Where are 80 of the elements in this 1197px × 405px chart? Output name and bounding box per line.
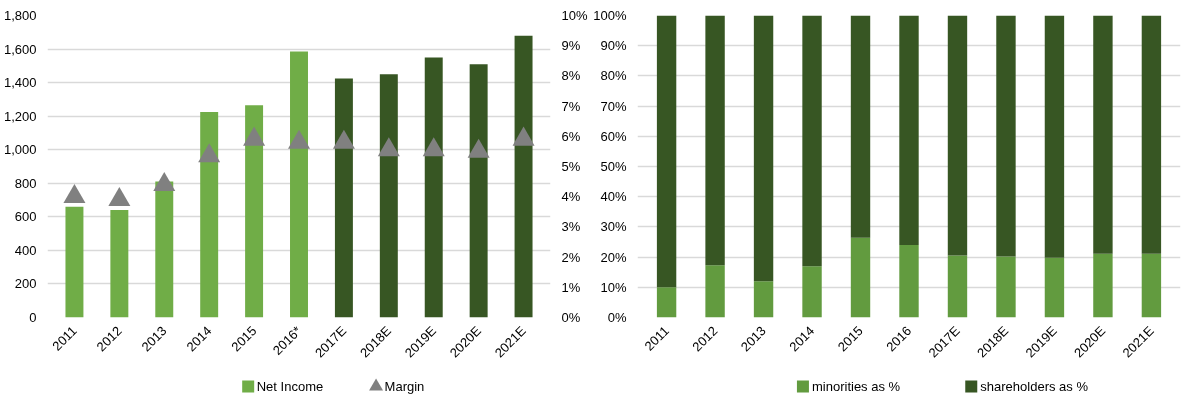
- bar: [753, 281, 774, 318]
- y-tick-label: 200: [14, 276, 37, 292]
- bar: [705, 15, 725, 266]
- bar: [753, 15, 774, 282]
- y-tick-label: 800: [14, 175, 37, 191]
- bar: [200, 111, 219, 318]
- y2-tick-label: 3%: [561, 219, 581, 235]
- point: [512, 126, 535, 146]
- y-tick-label: 600: [14, 209, 37, 225]
- y2-tick-label: 7%: [561, 98, 581, 114]
- bar: [802, 15, 822, 267]
- y-tick-label: 0: [29, 310, 37, 325]
- bar: [656, 15, 677, 288]
- bar: [850, 15, 871, 238]
- y2-tick-label: 8%: [561, 68, 581, 84]
- point: [63, 184, 86, 204]
- legend-label: Net Income: [256, 379, 324, 394]
- point: [198, 143, 221, 163]
- bar: [996, 256, 1016, 318]
- y-tick-label: 20%: [600, 249, 627, 265]
- bar: [1141, 15, 1162, 254]
- bar: [1044, 15, 1065, 258]
- y-tick-label: 1,200: [3, 108, 37, 124]
- y-tick-label: 60%: [600, 128, 627, 144]
- bar: [947, 15, 968, 256]
- bar: [899, 245, 919, 318]
- y2-tick-label: 10%: [561, 8, 588, 23]
- point: [153, 171, 176, 191]
- y-tick-label: 50%: [600, 159, 627, 174]
- y-tick-label: 40%: [600, 189, 627, 205]
- point: [377, 137, 400, 157]
- y2-tick-label: 5%: [561, 159, 581, 174]
- y2-tick-label: 9%: [561, 38, 581, 54]
- bar: [424, 57, 443, 318]
- y-tick-label: 0%: [607, 310, 627, 325]
- bar: [245, 105, 264, 318]
- y2-tick-label: 2%: [561, 249, 581, 265]
- y-tick-label: 1,600: [3, 41, 37, 57]
- bar: [1093, 253, 1113, 318]
- point: [422, 137, 445, 157]
- point: [108, 187, 131, 207]
- y-tick-label: 400: [14, 242, 37, 258]
- legend-label: minorities as %: [811, 379, 901, 394]
- bar: [1093, 15, 1113, 254]
- bar: [802, 266, 822, 318]
- bar: [334, 78, 353, 318]
- bar: [65, 206, 84, 318]
- bar: [850, 237, 871, 318]
- point: [288, 129, 310, 149]
- bar: [469, 64, 488, 318]
- y-tick-label: 1,400: [3, 75, 37, 91]
- y-tick-label: 1,800: [3, 8, 37, 23]
- y-tick-label: 10%: [600, 279, 627, 295]
- point: [243, 126, 266, 146]
- y-tick-label: 70%: [600, 98, 627, 114]
- y-tick-label: 1,000: [3, 142, 37, 158]
- y2-tick-label: 0%: [561, 310, 581, 325]
- point: [467, 138, 490, 158]
- bar: [1044, 257, 1065, 318]
- y2-tick-label: 6%: [561, 128, 581, 144]
- y-tick-label: 100%: [593, 8, 627, 23]
- y2-tick-label: 1%: [561, 279, 581, 295]
- bar: [705, 265, 725, 318]
- y-tick-label: 80%: [600, 68, 627, 84]
- bar: [996, 15, 1016, 257]
- bar: [110, 210, 129, 318]
- legend-label: shareholders as %: [980, 379, 1089, 394]
- point: [332, 129, 355, 149]
- legend-label: Margin: [384, 379, 425, 394]
- bar: [290, 51, 308, 318]
- y-tick-label: 90%: [600, 38, 627, 54]
- bar: [514, 35, 533, 318]
- bar: [155, 181, 174, 318]
- y-tick-label: 30%: [600, 219, 627, 235]
- bar: [656, 287, 677, 318]
- y2-tick-label: 4%: [561, 189, 581, 205]
- bar: [379, 74, 398, 318]
- bar: [899, 15, 919, 246]
- bar: [947, 255, 968, 318]
- bar: [1141, 253, 1162, 318]
